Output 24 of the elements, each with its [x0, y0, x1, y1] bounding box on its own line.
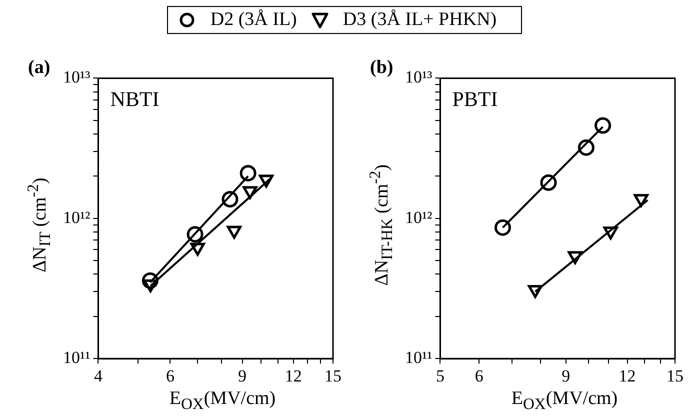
- x-tick-label: 12: [284, 366, 302, 386]
- x-tick-label: 9: [238, 366, 247, 386]
- x-axis-title: E$_{OX}$(MV/cm): [510, 388, 619, 414]
- annotation: PBTI: [452, 87, 498, 112]
- x-tick-label: 6: [474, 366, 484, 386]
- y-tick-label: 10¹²: [404, 208, 432, 227]
- chart-title: (a): [28, 57, 50, 79]
- y-tick-label: 10¹³: [62, 68, 90, 87]
- y-tick-label: 10¹³: [404, 68, 432, 87]
- x-tick-label: 5: [436, 366, 444, 386]
- y-tick-label: 10¹¹: [404, 348, 432, 368]
- x-tick-label: 15: [324, 366, 342, 386]
- annotation: NBTI: [110, 87, 160, 112]
- x-axis-title: E$_{OX}$(MV/cm): [168, 388, 277, 414]
- x-tick-label: 4: [94, 366, 103, 386]
- x-tick-label: 15: [666, 366, 684, 386]
- legend-label: D3 (3Å IL+ PHKN): [342, 9, 497, 31]
- y-tick-label: 10¹¹: [62, 348, 90, 368]
- x-tick-label: 9: [562, 366, 570, 386]
- legend-label: D2 (3Å IL): [210, 9, 297, 31]
- y-tick-label: 10¹²: [62, 208, 90, 227]
- x-tick-label: 6: [166, 366, 174, 386]
- chart-title: (b): [370, 57, 394, 79]
- x-tick-label: 12: [618, 366, 636, 386]
